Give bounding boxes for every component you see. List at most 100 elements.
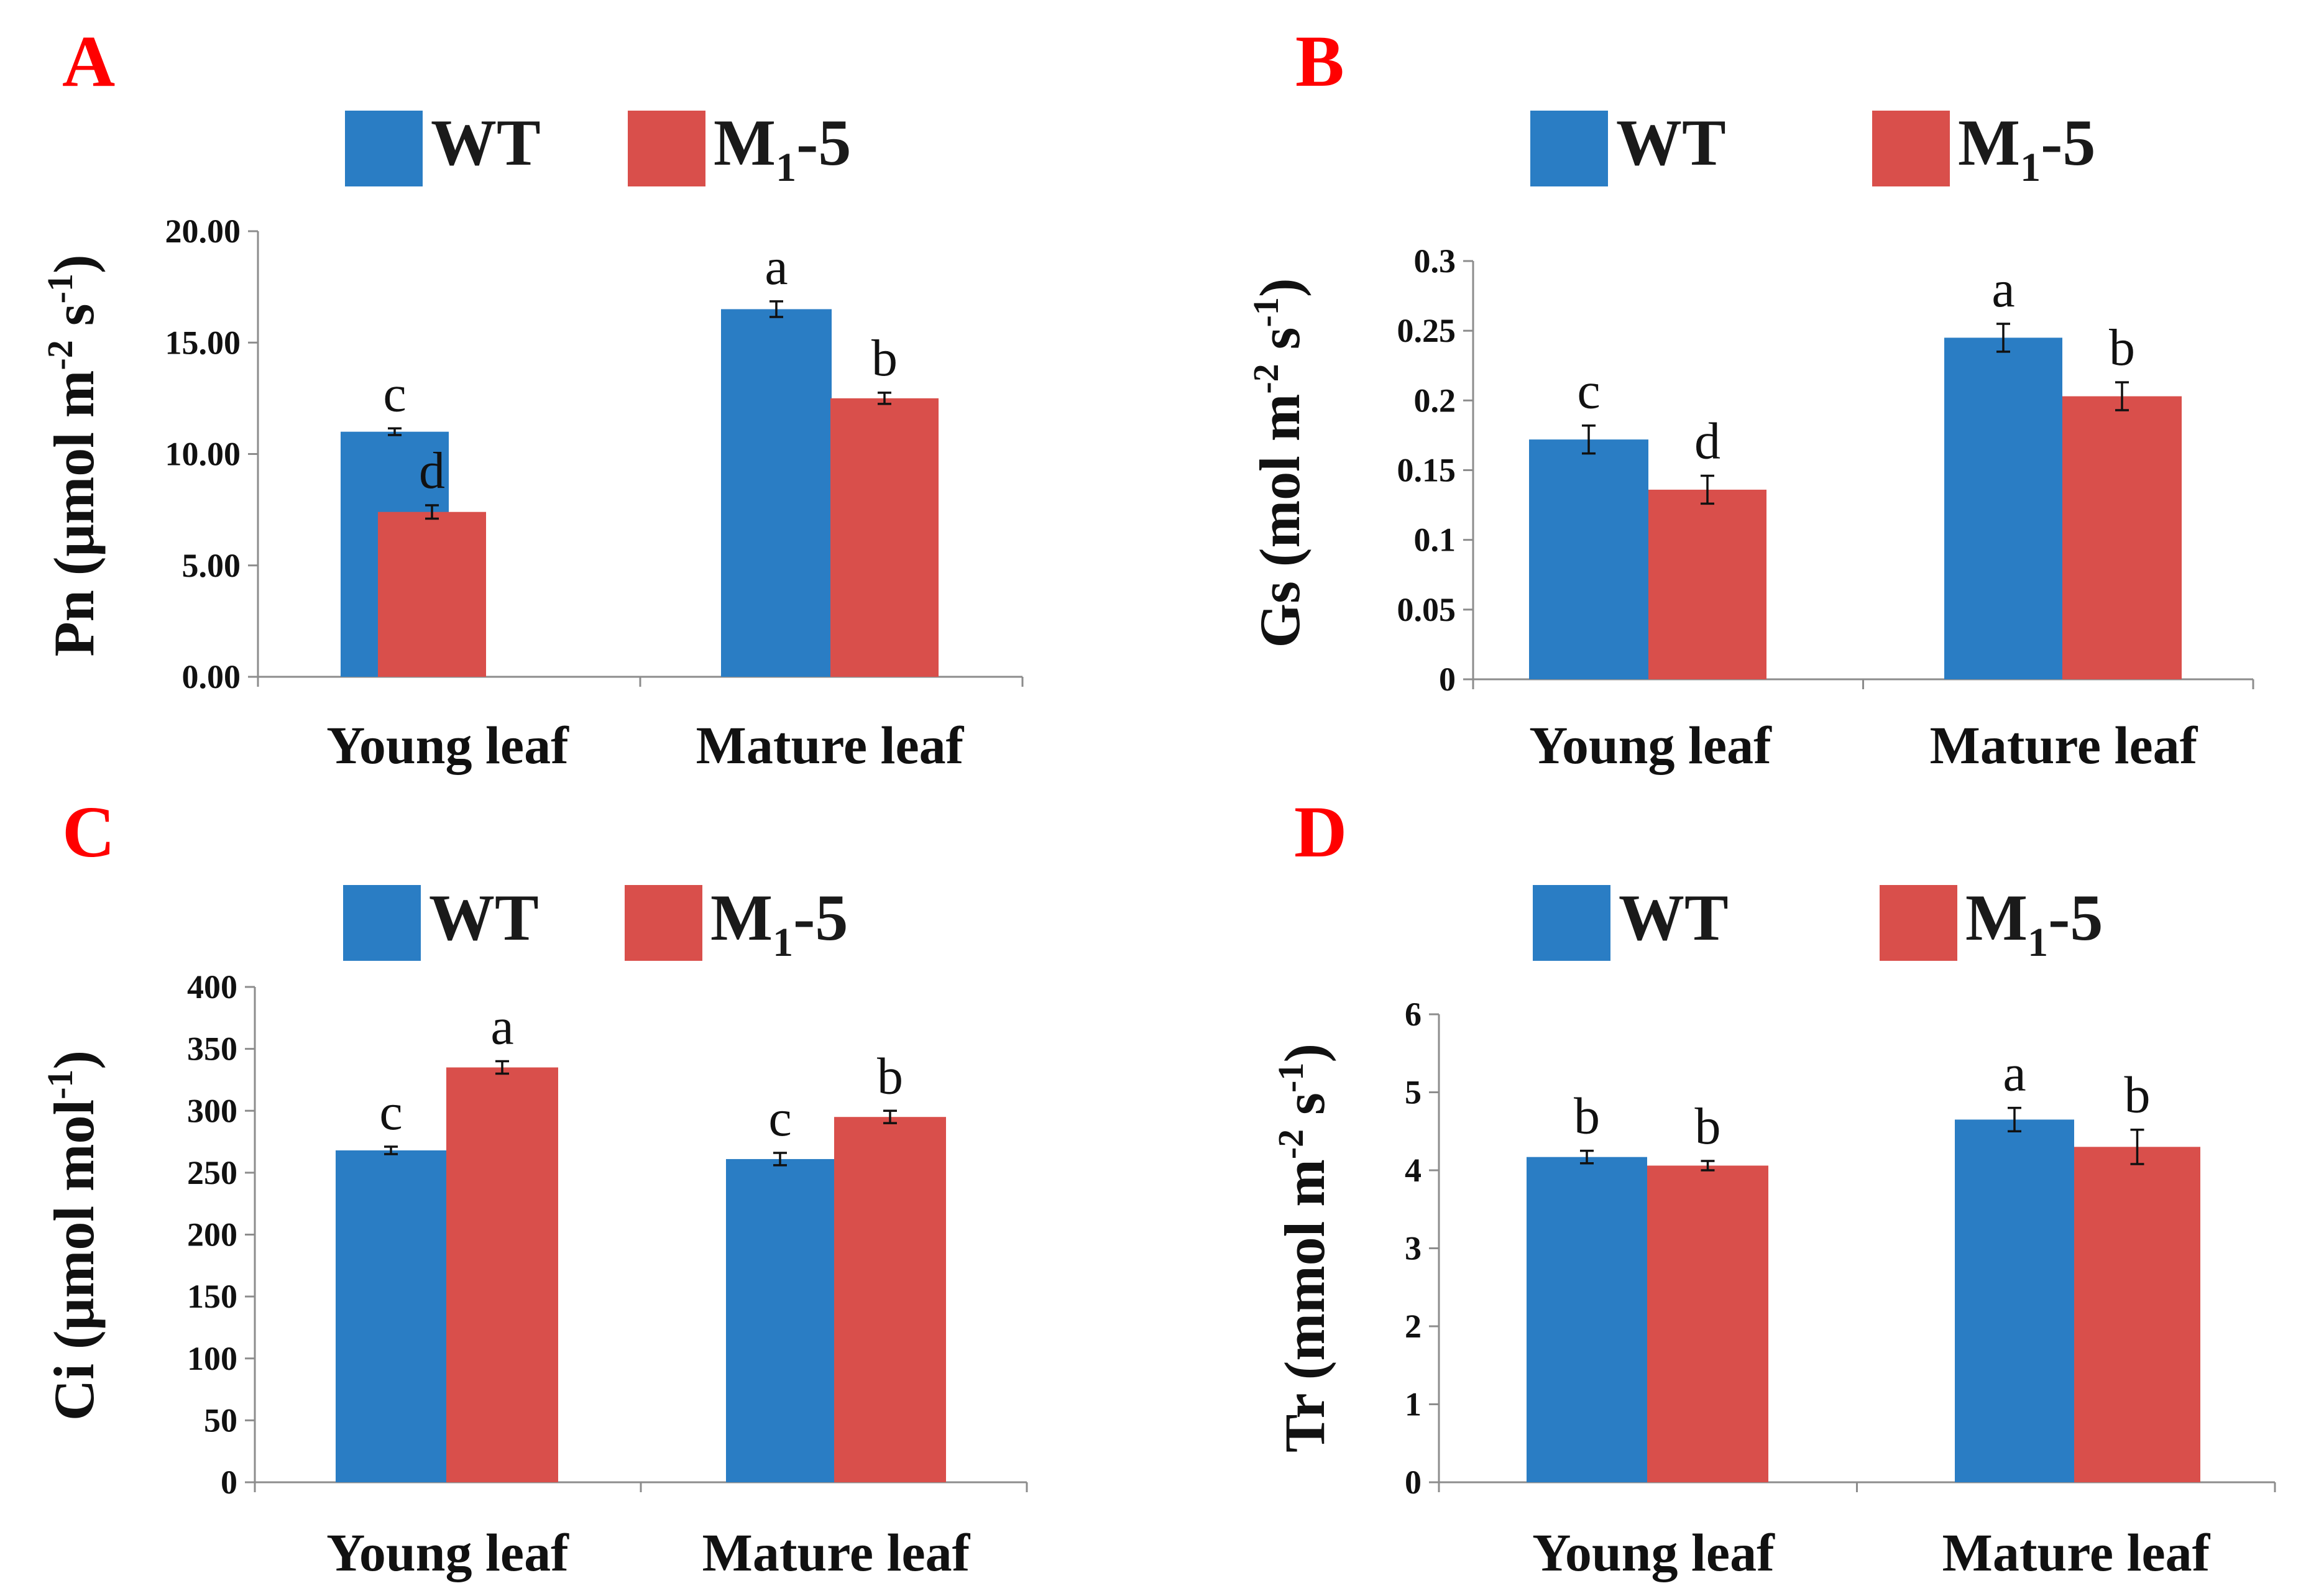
bar-mutant xyxy=(2062,396,2182,679)
bar-wt xyxy=(1944,337,2062,679)
y-tick-label: 15.00 xyxy=(165,324,241,361)
legend-swatch-mutant xyxy=(1880,885,1957,961)
y-axis-label: Pn (μmol m-2 s-1) xyxy=(40,254,106,656)
y-axis-label-mid: s xyxy=(42,303,106,340)
legend-mutant-subscript: 1 xyxy=(773,920,793,965)
y-axis-label: Tr (mmol m-2 s-1) xyxy=(1270,1043,1336,1452)
y-tick-label: 1 xyxy=(1405,1386,1422,1423)
bar-wt xyxy=(721,309,832,677)
legend: WT M1-5 xyxy=(1530,106,2095,190)
y-tick-label: 0.05 xyxy=(1397,591,1456,628)
y-tick-label: 5 xyxy=(1405,1074,1422,1111)
y-tick-label: 6 xyxy=(1405,996,1422,1033)
y-axis-label-sup: -1 xyxy=(1270,1063,1311,1093)
x-category-label: Mature leaf xyxy=(1930,715,2198,775)
y-axis-label-sup: -1 xyxy=(40,273,80,303)
significance-letter: d xyxy=(1694,412,1720,470)
x-category-label: Mature leaf xyxy=(696,715,965,775)
bar-mutant xyxy=(1648,489,1766,679)
y-axis-label-sup: -1 xyxy=(1246,297,1286,327)
x-category-label: Mature leaf xyxy=(1942,1523,2211,1582)
y-tick-label: 4 xyxy=(1405,1152,1422,1189)
legend-label-mutant: M1-5 xyxy=(1965,881,2103,965)
significance-letter: c xyxy=(768,1089,791,1147)
y-tick-label: 0 xyxy=(1405,1464,1422,1501)
y-axis-label: Ci (μmol mol-1) xyxy=(40,1050,106,1421)
y-tick-label: 0.1 xyxy=(1414,521,1456,559)
legend: WT M1-5 xyxy=(343,881,848,965)
y-tick-label: 100 xyxy=(187,1340,237,1377)
legend-mutant-suffix: -5 xyxy=(796,106,851,179)
x-category-label: Young leaf xyxy=(326,1523,569,1582)
y-tick-label: 0.2 xyxy=(1414,382,1456,419)
y-tick-label: 200 xyxy=(187,1216,237,1254)
significance-letter: a xyxy=(765,238,788,296)
y-axis-label-main: Pn (μmol m xyxy=(42,370,106,657)
legend: WT M1-5 xyxy=(345,106,851,190)
bar-wt xyxy=(1529,439,1648,679)
significance-letter: a xyxy=(2003,1045,2026,1103)
y-axis-label-main: Ci (μmol mol xyxy=(42,1099,106,1421)
significance-letter: b xyxy=(871,329,898,387)
y-tick-label: 0.3 xyxy=(1414,242,1456,280)
x-category-label: Young leaf xyxy=(326,715,569,775)
significance-letter: b xyxy=(2109,319,2135,377)
y-axis-label-mid: s xyxy=(1248,327,1311,364)
legend-label-wt: WT xyxy=(429,881,539,954)
bar-mutant xyxy=(2074,1147,2200,1482)
y-tick-label: 150 xyxy=(187,1278,237,1315)
panel-letter: A xyxy=(62,21,115,102)
y-axis-label-main: Gs (mol m xyxy=(1248,394,1311,648)
bar-wt xyxy=(1955,1119,2074,1482)
y-axis-label-main: Tr (mmol m xyxy=(1273,1159,1336,1452)
legend-mutant-suffix: -5 xyxy=(793,881,848,954)
y-tick-label: 2 xyxy=(1405,1308,1422,1345)
y-tick-label: 0 xyxy=(221,1464,237,1501)
x-category-label: Mature leaf xyxy=(702,1523,971,1582)
panel-letter: D xyxy=(1294,791,1347,873)
chart-panel-b: B WT M1-5 Gs (mol m-2 s-1) 0 0.05 0.1 0.15 0.2 0.… xyxy=(1246,21,2254,775)
x-category-label: Young leaf xyxy=(1529,715,1772,775)
y-tick-label: 0.15 xyxy=(1397,452,1456,489)
significance-letter: b xyxy=(2125,1066,2151,1124)
significance-letter: c xyxy=(383,365,406,423)
y-tick-label: 250 xyxy=(187,1154,237,1191)
bar-mutant xyxy=(378,511,486,677)
significance-letter: d xyxy=(419,442,445,500)
bar-wt xyxy=(336,1150,446,1482)
significance-letter: c xyxy=(379,1083,402,1141)
legend-swatch-mutant xyxy=(1872,111,1950,186)
y-tick-label: 50 xyxy=(204,1401,237,1439)
bar-mutant xyxy=(446,1067,558,1482)
legend-mutant-suffix: -5 xyxy=(2048,881,2103,954)
significance-letter: b xyxy=(877,1047,903,1105)
y-axis-label-sup: -2 xyxy=(40,340,80,370)
legend-swatch-mutant xyxy=(625,885,702,961)
x-category-label: Young leaf xyxy=(1532,1523,1775,1582)
legend-mutant-main: M xyxy=(710,881,773,954)
legend: WT M1-5 xyxy=(1533,881,2103,965)
y-tick-label: 0.25 xyxy=(1397,312,1456,349)
y-axis-label-end: ) xyxy=(42,254,106,273)
y-tick-label: 5.00 xyxy=(182,547,241,584)
y-tick-label: 10.00 xyxy=(165,436,241,473)
legend-mutant-subscript: 1 xyxy=(776,145,796,190)
y-tick-label: 3 xyxy=(1405,1230,1422,1267)
bar-wt xyxy=(726,1158,834,1482)
legend-swatch-wt xyxy=(1530,111,1608,186)
legend-label-wt: WT xyxy=(1616,106,1726,179)
legend-swatch-wt xyxy=(345,111,423,186)
y-tick-label: 0.00 xyxy=(182,658,241,695)
chart-panel-a: A WT M1-5 Pn (μmol m-2 s-1) 0.00 5.00 10.00 15.… xyxy=(40,21,1024,775)
legend-mutant-main: M xyxy=(1965,881,2028,954)
y-axis-label-sup: -2 xyxy=(1246,364,1286,393)
legend-label-mutant: M1-5 xyxy=(714,106,851,190)
legend-label-wt: WT xyxy=(1619,881,1729,954)
y-axis-label-sup: -1 xyxy=(40,1070,80,1099)
y-axis-label-mid: s xyxy=(1273,1093,1336,1129)
y-tick-label: 0 xyxy=(1439,661,1456,698)
bar-wt xyxy=(1527,1157,1647,1482)
y-tick-label: 300 xyxy=(187,1092,237,1129)
legend-mutant-subscript: 1 xyxy=(2020,145,2041,190)
bar-mutant xyxy=(830,398,939,677)
